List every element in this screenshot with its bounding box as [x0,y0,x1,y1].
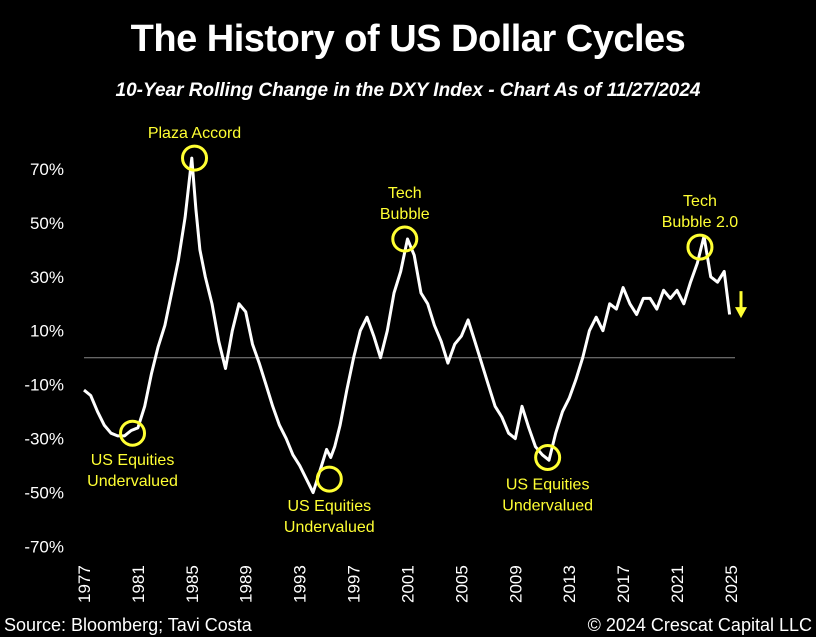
y-tick-label: -70% [24,538,64,557]
chart-subtitle: 10-Year Rolling Change in the DXY Index … [115,80,701,101]
annotation-label: US Equities [288,498,372,515]
annotation-label: Tech [683,193,717,210]
copyright-note: © 2024 Crescat Capital LLC [587,615,812,635]
annotation-marker [119,419,147,447]
y-tick-label: 10% [30,322,64,341]
down-arrow-icon [735,291,747,319]
annotation-label: Undervalued [502,498,593,515]
annotation-marker [315,465,343,493]
x-tick-label: 1985 [183,565,202,603]
annotation-label: Undervalued [284,519,375,536]
x-tick-label: 2005 [452,565,471,603]
x-tick-label: 2021 [668,565,687,603]
dxy-10yr-change-series [83,156,732,495]
x-tick-label: 1993 [291,565,310,603]
chart-title: The History of US Dollar Cycles [130,18,686,60]
x-axis-ticks: 1977 1981 1985 1989 1993 1997 2001 2005 2009 2013… [75,565,741,603]
x-tick-label: 1997 [345,565,364,603]
annotations: US Equities Undervalued Plaza Accord US Equ… [87,125,738,536]
x-tick-label: 2025 [722,565,741,603]
annotation-label: US Equities [506,477,590,494]
annotation-label: Bubble 2.0 [662,214,739,231]
annotation-marker [181,144,209,172]
x-tick-label: 2017 [614,565,633,603]
x-tick-label: 2001 [398,565,417,603]
x-tick-label: 2013 [560,565,579,603]
x-tick-label: 1989 [237,565,256,603]
y-tick-label: -30% [24,430,64,449]
annotation-label: Plaza Accord [148,125,241,142]
y-axis-ticks: 70% 50% 30% 10% -10% -30% -50% -70% [24,160,64,557]
y-tick-label: -10% [24,376,64,395]
annotation-label: Undervalued [87,473,178,490]
x-tick-label: 2009 [506,565,525,603]
arrow-head [735,307,747,319]
x-tick-label: 1981 [129,565,148,603]
source-note: Source: Bloomberg; Tavi Costa [4,615,252,635]
x-tick-label: 1977 [75,565,94,603]
annotation-label: Bubble [380,206,430,223]
annotation-label: Tech [388,185,422,202]
annotation-marker [391,225,419,253]
annotation-marker [686,233,714,261]
y-tick-label: -50% [24,484,64,503]
y-tick-label: 50% [30,214,64,233]
annotation-label: US Equities [91,452,175,469]
annotation-marker [534,444,562,471]
y-tick-label: 30% [30,268,64,287]
y-tick-label: 70% [30,160,64,179]
